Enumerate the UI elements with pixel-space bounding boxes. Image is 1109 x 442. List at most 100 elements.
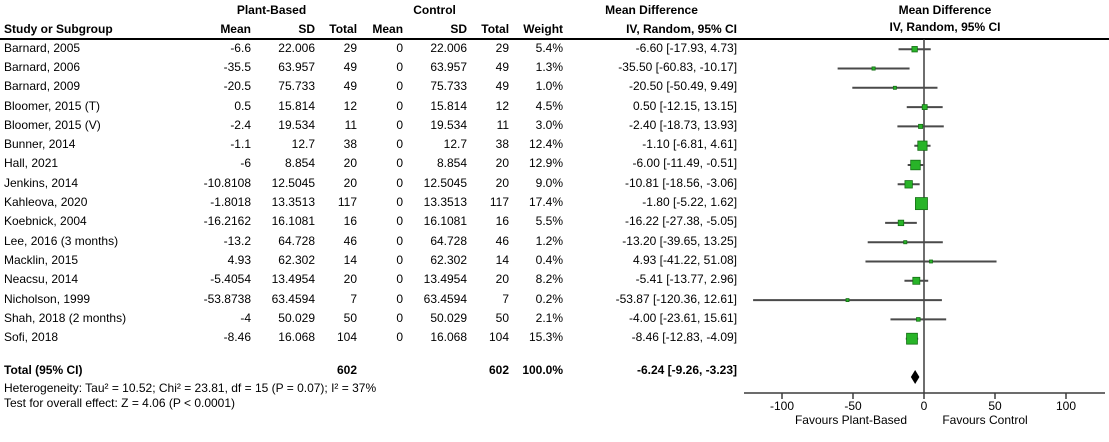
control-total: 29	[495, 40, 510, 55]
total-ci: -6.24 [-9.26, -3.23]	[636, 363, 738, 378]
plant-sd: 13.3513	[271, 195, 315, 210]
overall-effect-text: Test for overall effect: Z = 4.06 (P < 0…	[4, 396, 236, 411]
study-ci: -20.50 [-50.49, 9.49]	[628, 79, 738, 94]
plant-mean: -8.46	[223, 330, 251, 345]
plant-mean: -16.2162	[203, 214, 251, 229]
control-sd: 63.957	[430, 59, 468, 74]
study-name: Kahleova, 2020	[4, 195, 88, 210]
study-ci: -1.10 [-6.81, 4.61]	[642, 137, 738, 152]
study-ci: 4.93 [-41.22, 51.08]	[632, 252, 738, 267]
study-name: Barnard, 2005	[4, 40, 81, 55]
header-divider-line	[0, 38, 1109, 40]
study-weight: 1.0%	[535, 79, 564, 94]
plant-mean: -6.6	[230, 40, 251, 55]
mean-square	[897, 219, 905, 227]
plant-total: 49	[343, 59, 358, 74]
plant-sd: 8.854	[284, 156, 315, 171]
mean-square	[915, 197, 928, 211]
study-weight: 15.3%	[529, 330, 564, 345]
study-weight: 0.2%	[535, 291, 564, 306]
axis-tick-label: 100	[1056, 399, 1076, 413]
study-ci: -1.80 [-5.22, 1.62]	[642, 195, 738, 210]
study-row: Sofi, 2018 -8.46 16.068 104 0 16.068 104…	[0, 327, 740, 346]
control-mean: 0	[396, 59, 404, 74]
plot-header-subtitle: IV, Random, 95% CI	[890, 20, 1001, 34]
study-row: Neacsu, 2014 -5.4054 13.4954 20 0 13.495…	[0, 270, 740, 289]
group-header-mean-difference: Mean Difference	[605, 2, 698, 17]
control-mean: 0	[396, 195, 404, 210]
study-weight: 9.0%	[535, 175, 564, 190]
mean-square	[912, 276, 921, 285]
total-n-plant: 602	[337, 363, 358, 378]
control-mean: 0	[396, 310, 404, 325]
study-row: Bloomer, 2015 (V) -2.4 19.534 11 0 19.53…	[0, 115, 740, 134]
plant-total: 29	[343, 40, 358, 55]
study-name: Nicholson, 1999	[4, 291, 91, 306]
plant-mean: -1.8018	[210, 195, 251, 210]
mean-square	[871, 66, 876, 71]
plant-total: 104	[337, 330, 358, 345]
plant-total: 38	[343, 137, 358, 152]
plant-total: 11	[344, 117, 358, 132]
study-weight: 8.2%	[535, 272, 564, 287]
favours-right-label: Favours Control	[942, 413, 1027, 427]
plant-total: 16	[343, 214, 358, 229]
control-mean: 0	[396, 137, 404, 152]
study-ci: -6.60 [-17.93, 4.73]	[635, 40, 738, 55]
plant-mean: 0.5	[234, 98, 251, 113]
total-label: Total (95% CI)	[4, 363, 83, 378]
study-row: Barnard, 2006 -35.5 63.957 49 0 63.957 4…	[0, 57, 740, 76]
control-sd: 62.302	[430, 252, 468, 267]
mean-square	[929, 259, 933, 264]
study-ci: -10.81 [-18.56, -3.06]	[624, 175, 738, 190]
study-weight: 1.2%	[535, 233, 564, 248]
total-mean-control	[360, 361, 406, 380]
plant-total: 117	[337, 195, 358, 210]
control-sd: 64.728	[430, 233, 468, 248]
group-header-plant-based: Plant-Based	[236, 2, 307, 17]
control-mean: 0	[396, 117, 404, 132]
plant-mean: -10.8108	[203, 175, 251, 190]
plant-total: 46	[343, 233, 358, 248]
col-header-mean-plant: Mean	[220, 21, 251, 36]
control-mean: 0	[396, 40, 404, 55]
study-row: Lee, 2016 (3 months) -13.2 64.728 46 0 6…	[0, 231, 740, 250]
control-total: 49	[495, 79, 510, 94]
plant-total: 49	[343, 79, 358, 94]
spacer-row	[0, 347, 740, 361]
heterogeneity-row: Heterogeneity: Tau² = 10.52; Chi² = 23.8…	[0, 380, 740, 396]
control-total: 7	[502, 291, 510, 306]
plant-total: 20	[343, 156, 358, 171]
study-weight: 1.3%	[535, 59, 564, 74]
total-n-control: 602	[489, 363, 510, 378]
plant-mean: -6	[240, 156, 251, 171]
study-weight: 2.1%	[535, 310, 564, 325]
study-row: Jenkins, 2014 -10.8108 12.5045 20 0 12.5…	[0, 173, 740, 192]
study-ci: -6.00 [-11.49, -0.51]	[632, 156, 738, 171]
col-header-mean-control: Mean	[372, 21, 404, 36]
mean-square	[918, 123, 924, 129]
study-row: Barnard, 2005 -6.6 22.006 29 0 22.006 29…	[0, 38, 740, 57]
forest-plot-graph: Mean Difference IV, Random, 95% CI -100 -50…	[744, 3, 1105, 427]
study-row: Bunner, 2014 -1.1 12.7 38 0 12.7 38 12.4…	[0, 134, 740, 153]
plant-total: 12	[343, 98, 358, 113]
summary-diamond	[910, 370, 920, 384]
mean-square	[917, 140, 928, 151]
control-sd: 75.733	[430, 79, 468, 94]
control-total: 12	[495, 98, 510, 113]
plant-mean: -2.4	[230, 117, 251, 132]
study-name: Jenkins, 2014	[4, 175, 79, 190]
control-sd: 19.534	[430, 117, 468, 132]
axis-tick-label: 50	[988, 399, 1002, 413]
control-mean: 0	[396, 233, 404, 248]
overall-effect-row: Test for overall effect: Z = 4.06 (P < 0…	[0, 396, 740, 412]
study-name: Bloomer, 2015 (V)	[4, 117, 101, 132]
study-name: Macklin, 2015	[4, 252, 79, 267]
study-ci: -5.41 [-13.77, 2.96]	[635, 272, 738, 287]
study-name: Lee, 2016 (3 months)	[4, 233, 119, 248]
axis-tick-label: 0	[921, 399, 928, 413]
col-header-total-control: Total	[481, 21, 510, 36]
favours-left-label: Favours Plant-Based	[795, 413, 907, 427]
control-total: 46	[495, 233, 510, 248]
